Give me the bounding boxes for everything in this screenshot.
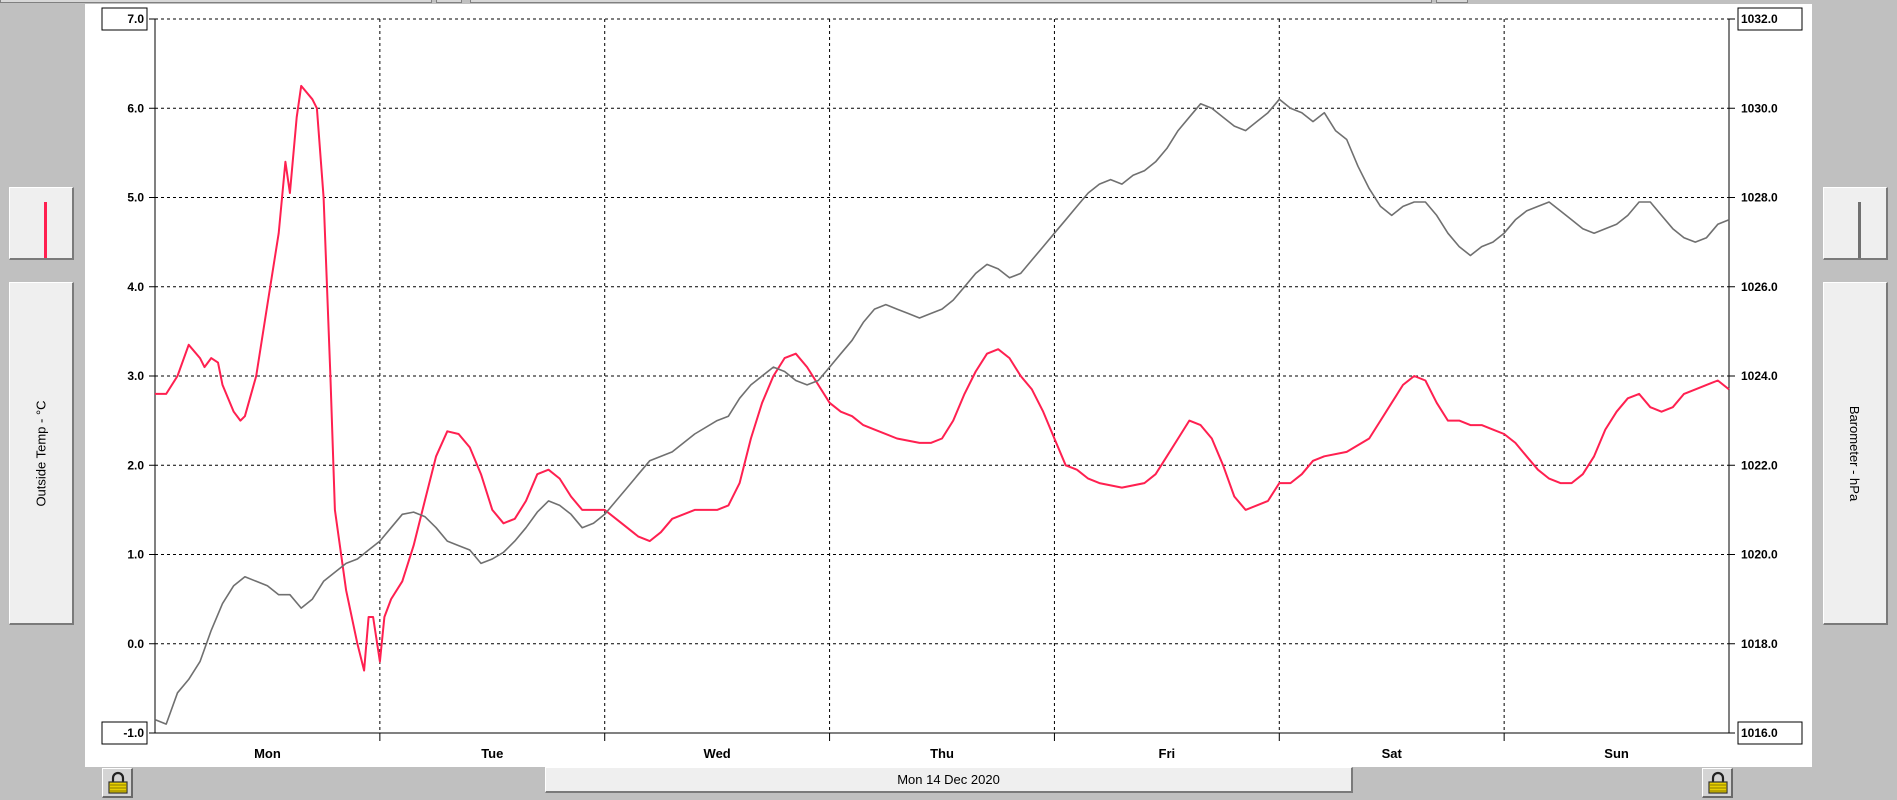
y-left-tick-box <box>101 7 148 31</box>
lock-icon <box>1708 771 1728 794</box>
x-tick-label: Tue <box>481 746 503 761</box>
lock-icon <box>108 771 128 794</box>
left-axis-label: Outside Temp - °C <box>33 399 49 507</box>
y-left-tick-label: 0.0 <box>127 637 144 651</box>
barometer-legend-swatch <box>1858 202 1861 258</box>
x-tick-label: Wed <box>704 746 731 761</box>
right-axis-label-wrap: Barometer - hPa <box>1824 283 1886 623</box>
y-left-tick-label: 7.0 <box>127 12 144 26</box>
y-left-tick-label: 5.0 <box>127 191 144 205</box>
left-axis-button[interactable]: Outside Temp - °C <box>9 282 74 625</box>
y-left-tick-label: 3.0 <box>127 369 144 383</box>
y-right-tick-label: 1016.0 <box>1741 726 1778 740</box>
toolbar-segment <box>470 0 1432 3</box>
temperature-series-line <box>155 84 1730 672</box>
y-right-tick-box <box>1737 721 1803 745</box>
y-left-tick-label: 4.0 <box>127 280 144 294</box>
barometer-series-line <box>154 98 1730 725</box>
temp-legend-button[interactable] <box>9 187 74 260</box>
temp-legend-swatch <box>44 202 47 258</box>
y-right-tick-label: 1018.0 <box>1741 637 1778 651</box>
top-toolbar-strip <box>0 0 1897 3</box>
toolbar-segment <box>436 0 462 3</box>
y-left-tick-box <box>101 721 148 745</box>
y-left-tick-label: 6.0 <box>127 101 144 115</box>
y-right-tick-label: 1032.0 <box>1741 12 1778 26</box>
lock-left-button[interactable] <box>102 768 133 798</box>
lock-right-button[interactable] <box>1702 768 1733 798</box>
y-left-tick-label: 1.0 <box>127 548 144 562</box>
x-tick-label: Sun <box>1604 746 1629 761</box>
y-right-tick-label: 1028.0 <box>1741 191 1778 205</box>
x-tick-label: Fri <box>1159 746 1176 761</box>
barometer-legend-button[interactable] <box>1823 187 1888 260</box>
plot-panel <box>85 4 1812 767</box>
y-right-tick-box <box>1737 7 1803 31</box>
date-button[interactable]: Mon 14 Dec 2020 <box>545 767 1353 793</box>
toolbar-segment <box>1436 0 1468 3</box>
y-right-tick-label: 1024.0 <box>1741 369 1778 383</box>
toolbar-segment <box>0 0 432 3</box>
x-tick-label: Sat <box>1382 746 1403 761</box>
y-left-tick-label: -1.0 <box>123 726 144 740</box>
y-right-tick-label: 1026.0 <box>1741 280 1778 294</box>
y-right-tick-label: 1022.0 <box>1741 458 1778 472</box>
y-right-tick-label: 1020.0 <box>1741 548 1778 562</box>
right-axis-button[interactable]: Barometer - hPa <box>1823 282 1888 625</box>
y-right-tick-label: 1030.0 <box>1741 101 1778 115</box>
x-tick-label: Thu <box>930 746 954 761</box>
left-axis-label-wrap: Outside Temp - °C <box>10 283 72 623</box>
y-left-tick-label: 2.0 <box>127 458 144 472</box>
right-axis-label: Barometer - hPa <box>1847 405 1863 501</box>
x-tick-label: Mon <box>254 746 281 761</box>
